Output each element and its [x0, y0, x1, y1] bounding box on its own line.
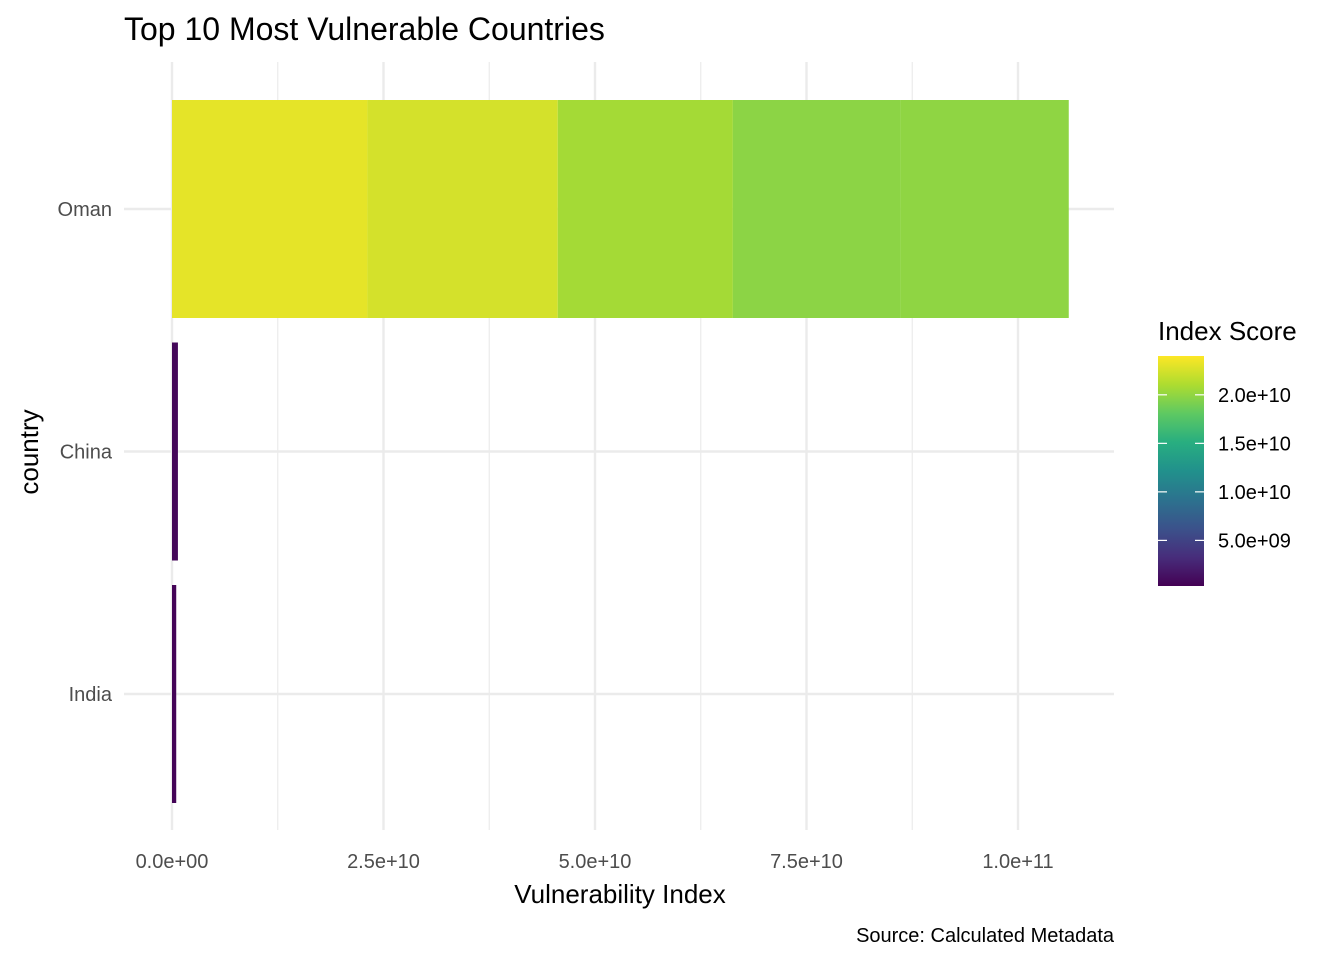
y-axis-ticks: Oman China India [58, 199, 113, 706]
x-tick-label: 0.0e+00 [136, 851, 209, 873]
caption: Source: Calculated Metadata [856, 925, 1115, 947]
bar-segment-china [172, 342, 178, 561]
x-tick-label: 5.0e+10 [559, 851, 632, 873]
bar-segment-oman [172, 100, 368, 318]
x-tick-label: 7.5e+10 [770, 851, 843, 873]
legend-tick-label: 5.0e+09 [1218, 530, 1291, 552]
legend-colorbar [1158, 356, 1204, 586]
x-tick-label: 2.5e+10 [347, 851, 420, 873]
legend-tick-label: 1.5e+10 [1218, 433, 1291, 455]
y-axis-title: country [14, 409, 44, 494]
x-axis-title: Vulnerability Index [514, 879, 726, 909]
x-axis-ticks: 0.0e+00 2.5e+10 5.0e+10 7.5e+10 1.0e+11 [136, 851, 1054, 873]
bar-segment-oman [732, 100, 901, 318]
legend-title: Index Score [1158, 316, 1297, 346]
y-tick-label: India [69, 684, 113, 706]
chart-title: Top 10 Most Vulnerable Countries [124, 11, 605, 47]
bar-segment-oman [557, 100, 733, 318]
legend-ticks: 5.0e+09 1.0e+10 1.5e+10 2.0e+10 [1158, 385, 1291, 552]
y-tick-label: China [60, 442, 113, 464]
legend-tick-label: 1.0e+10 [1218, 482, 1291, 504]
bar-segment-oman [367, 100, 558, 318]
legend-tick-label: 2.0e+10 [1218, 385, 1291, 407]
legend: Index Score 5.0e+09 1.0e+10 1.5e+10 2.0e+10 [1158, 316, 1297, 586]
y-tick-label: Oman [58, 199, 112, 221]
bar-segment-oman [900, 100, 1069, 318]
bar-segment-india [172, 585, 177, 803]
x-tick-label: 1.0e+11 [982, 851, 1053, 873]
bars [172, 100, 1069, 803]
